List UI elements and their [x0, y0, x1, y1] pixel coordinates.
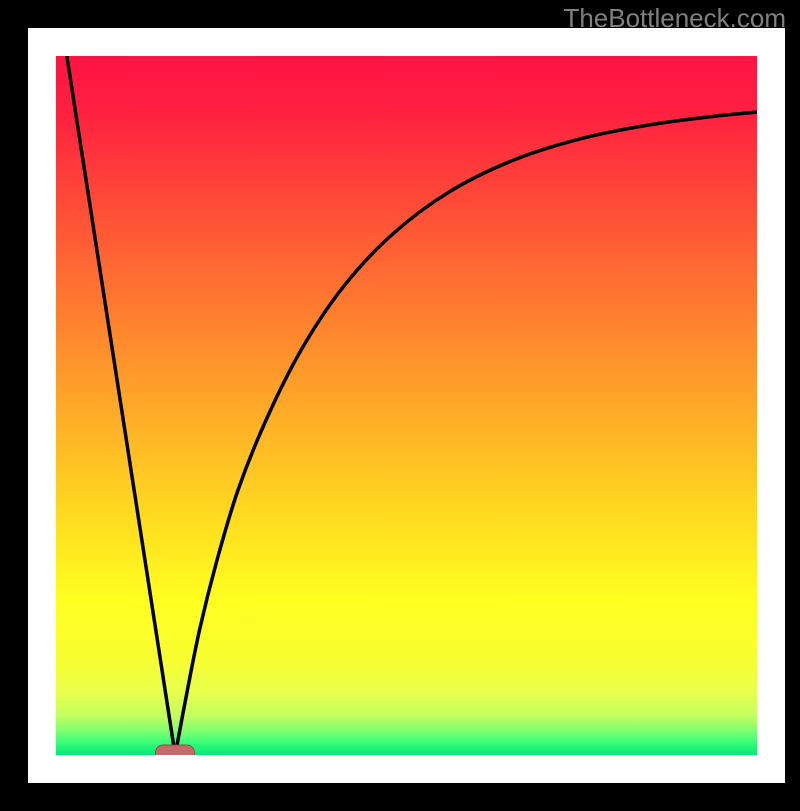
bottleneck-chart: TheBottleneck.com: [0, 0, 800, 800]
optimal-marker: [155, 744, 195, 755]
curve-layer: [56, 56, 757, 755]
bottleneck-curve: [67, 56, 757, 755]
watermark-text: TheBottleneck.com: [563, 3, 786, 34]
plot-area: [56, 56, 757, 755]
